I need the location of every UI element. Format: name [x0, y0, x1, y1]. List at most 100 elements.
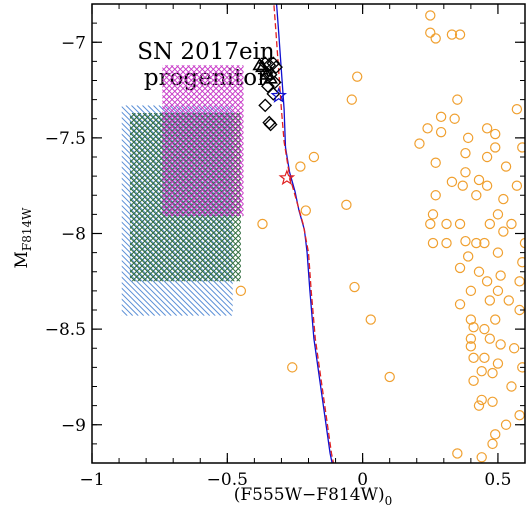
- progenitor-diamond: [263, 67, 278, 82]
- field-star: [503, 295, 514, 306]
- field-star: [425, 10, 436, 21]
- field-star: [490, 142, 501, 153]
- field-star: [257, 218, 268, 230]
- y-tick-label: −7.5: [45, 129, 86, 149]
- progenitor-diamond: [269, 60, 283, 75]
- field-star: [514, 276, 525, 287]
- field-star: [430, 157, 441, 168]
- field-star: [435, 126, 447, 138]
- field-star: [514, 409, 525, 421]
- annotation: SN 2017ein progenitor: [137, 39, 275, 91]
- field-star: [425, 218, 436, 230]
- field-star: [481, 123, 493, 134]
- field-star: [308, 151, 320, 163]
- field-star: [462, 132, 474, 144]
- field-star: [473, 174, 485, 186]
- field-star: [468, 375, 479, 386]
- field-star: [430, 190, 441, 201]
- hatched-regions: [121, 65, 244, 316]
- field-star: [462, 251, 474, 262]
- field-star: [481, 151, 493, 163]
- field-star: [465, 341, 477, 352]
- y-tick-label: −9: [61, 416, 86, 436]
- region-green_region: [129, 113, 241, 282]
- x-tick-label: −0.5: [207, 470, 248, 490]
- field-star: [287, 362, 298, 373]
- field-star: [427, 237, 439, 249]
- field-star: [454, 29, 466, 40]
- field-star: [465, 314, 477, 325]
- star-marker-blue_track: [270, 87, 288, 103]
- field-star: [465, 285, 477, 297]
- field-star: [508, 343, 520, 354]
- progenitor-triangle: [255, 59, 270, 73]
- field-star: [487, 438, 498, 450]
- field-star: [349, 281, 360, 293]
- field-star: [492, 247, 504, 258]
- x-axis-title-subscript: 0: [385, 494, 393, 508]
- field-star: [435, 111, 447, 123]
- field-stars: [235, 10, 525, 463]
- field-star: [300, 205, 311, 216]
- field-star: [454, 218, 466, 230]
- field-star: [352, 71, 363, 82]
- x-axis-title: (F555W−F814W)0: [234, 485, 393, 508]
- field-star: [476, 452, 487, 463]
- field-star: [476, 366, 487, 377]
- region-magenta_region: [162, 65, 244, 217]
- field-star: [498, 193, 509, 205]
- field-star: [484, 218, 496, 230]
- y-axis-title: MF814W: [12, 207, 34, 269]
- progenitor-diamond: [263, 117, 278, 132]
- field-star: [454, 262, 466, 274]
- field-star: [449, 113, 460, 124]
- field-star: [460, 147, 471, 159]
- field-star: [414, 138, 425, 149]
- field-star: [473, 400, 485, 411]
- progenitor-diamond: [266, 56, 281, 71]
- field-star: [481, 276, 493, 287]
- y-tick-label: −8: [61, 225, 86, 245]
- field-star: [495, 270, 506, 281]
- field-star: [446, 176, 458, 188]
- field-star: [511, 103, 523, 115]
- field-star: [481, 180, 493, 191]
- y-axis-title-subscript: F814W: [20, 207, 34, 251]
- field-star: [468, 352, 479, 364]
- y-tick-label: −8.5: [45, 320, 86, 340]
- field-star: [511, 180, 523, 191]
- field-star: [425, 27, 436, 38]
- field-star: [446, 29, 458, 40]
- field-star: [365, 314, 376, 325]
- y-axis-title-text: M: [12, 251, 32, 268]
- field-star: [506, 218, 517, 230]
- field-star: [498, 226, 509, 237]
- field-star: [427, 209, 439, 220]
- field-star: [452, 448, 463, 459]
- y-tick-label: −7: [61, 33, 86, 53]
- field-star: [517, 142, 525, 153]
- field-star: [476, 394, 487, 406]
- field-star: [490, 314, 501, 325]
- field-star: [465, 333, 477, 344]
- x-axis-title-text: (F555W−F814W): [234, 485, 385, 505]
- field-star: [492, 209, 504, 220]
- field-star: [490, 429, 501, 440]
- field-star: [479, 352, 490, 364]
- x-tick-label: −1: [79, 470, 104, 490]
- field-star: [492, 285, 504, 297]
- field-star: [487, 396, 498, 407]
- progenitor-diamond: [260, 79, 275, 94]
- field-star: [460, 235, 471, 247]
- field-star: [473, 266, 485, 277]
- field-star: [422, 123, 433, 134]
- field-star: [487, 367, 498, 379]
- field-star: [452, 94, 463, 105]
- progenitor-triangle: [263, 71, 279, 84]
- axis-ticks: −1 −0.5 0 0.5 −7 −7.5 −8 −8.5 −9: [45, 4, 526, 490]
- field-star: [471, 190, 482, 201]
- field-star: [341, 199, 352, 211]
- field-star: [479, 237, 490, 249]
- field-star: [384, 371, 395, 383]
- field-star: [490, 128, 501, 140]
